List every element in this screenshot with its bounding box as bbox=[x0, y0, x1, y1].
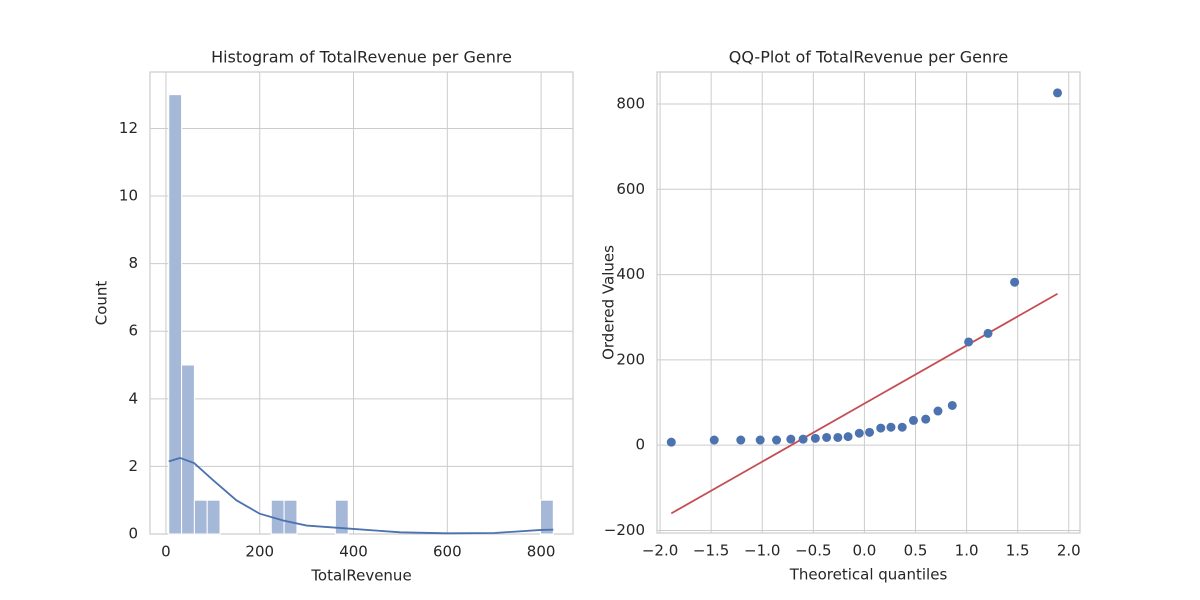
x-tick-label: 0 bbox=[161, 543, 171, 561]
y-axis-label: Count bbox=[93, 281, 111, 326]
y-tick-label: 800 bbox=[616, 94, 645, 112]
x-axis-label: TotalRevenue bbox=[310, 567, 411, 585]
point bbox=[897, 422, 907, 432]
x-tick-label: −1.5 bbox=[693, 542, 729, 560]
y-tick-label: 10 bbox=[119, 187, 138, 205]
point bbox=[876, 423, 886, 433]
point bbox=[947, 400, 957, 410]
y-tick-label: 12 bbox=[119, 119, 138, 137]
y-axis-label: Ordered Values bbox=[600, 245, 618, 360]
x-tick-label: 400 bbox=[339, 543, 368, 561]
x-tick-label: 200 bbox=[245, 543, 274, 561]
y-tick-label: 0 bbox=[635, 436, 645, 454]
curve bbox=[670, 292, 1058, 515]
y-tick-label: 2 bbox=[128, 457, 138, 475]
point bbox=[921, 414, 931, 424]
bar bbox=[181, 364, 195, 535]
x-tick-label: 2.0 bbox=[1057, 542, 1081, 560]
y-tick-label: 6 bbox=[128, 322, 138, 340]
point bbox=[736, 435, 746, 445]
x-tick-label: 1.5 bbox=[1006, 542, 1030, 560]
x-tick-label: 1.0 bbox=[955, 542, 979, 560]
x-tick-label: −1.0 bbox=[744, 542, 780, 560]
x-tick-label: 600 bbox=[433, 543, 462, 561]
point bbox=[810, 433, 820, 443]
point bbox=[964, 337, 974, 347]
point bbox=[798, 434, 808, 444]
point bbox=[755, 435, 765, 445]
point bbox=[908, 415, 918, 425]
y-tick-label: 600 bbox=[616, 180, 645, 198]
point bbox=[865, 427, 875, 437]
point bbox=[666, 437, 676, 447]
plot-frame bbox=[149, 71, 574, 535]
point bbox=[854, 428, 864, 438]
bar bbox=[539, 499, 554, 535]
y-tick-label: −200 bbox=[604, 521, 645, 539]
point bbox=[772, 435, 782, 445]
x-tick-label: −2.0 bbox=[642, 542, 678, 560]
chart-title: QQ-Plot of TotalRevenue per Genre bbox=[729, 48, 1008, 67]
point bbox=[886, 422, 896, 432]
y-tick-label: 4 bbox=[128, 389, 138, 407]
x-tick-label: 0.5 bbox=[904, 542, 928, 560]
bar bbox=[206, 499, 221, 535]
point bbox=[843, 432, 853, 442]
point bbox=[786, 434, 796, 444]
x-tick-label: 800 bbox=[527, 543, 556, 561]
bar bbox=[193, 499, 208, 535]
chart-title: Histogram of TotalRevenue per Genre bbox=[211, 48, 512, 67]
y-tick-label: 0 bbox=[128, 525, 138, 543]
point bbox=[709, 435, 719, 445]
y-tick-label: 400 bbox=[616, 265, 645, 283]
point bbox=[933, 406, 943, 416]
point bbox=[822, 432, 832, 442]
curve bbox=[168, 457, 554, 535]
x-axis-label: Theoretical quantiles bbox=[789, 566, 948, 584]
plot-frame bbox=[656, 71, 1081, 534]
y-tick-label: 200 bbox=[616, 350, 645, 368]
point bbox=[1053, 88, 1063, 98]
y-tick-label: 8 bbox=[128, 254, 138, 272]
point bbox=[1010, 277, 1020, 287]
x-tick-label: 0.0 bbox=[852, 542, 876, 560]
x-tick-label: −0.5 bbox=[795, 542, 831, 560]
bar bbox=[168, 94, 183, 535]
bar bbox=[334, 499, 349, 535]
point bbox=[983, 328, 993, 338]
bar bbox=[283, 499, 298, 535]
point bbox=[833, 432, 843, 442]
